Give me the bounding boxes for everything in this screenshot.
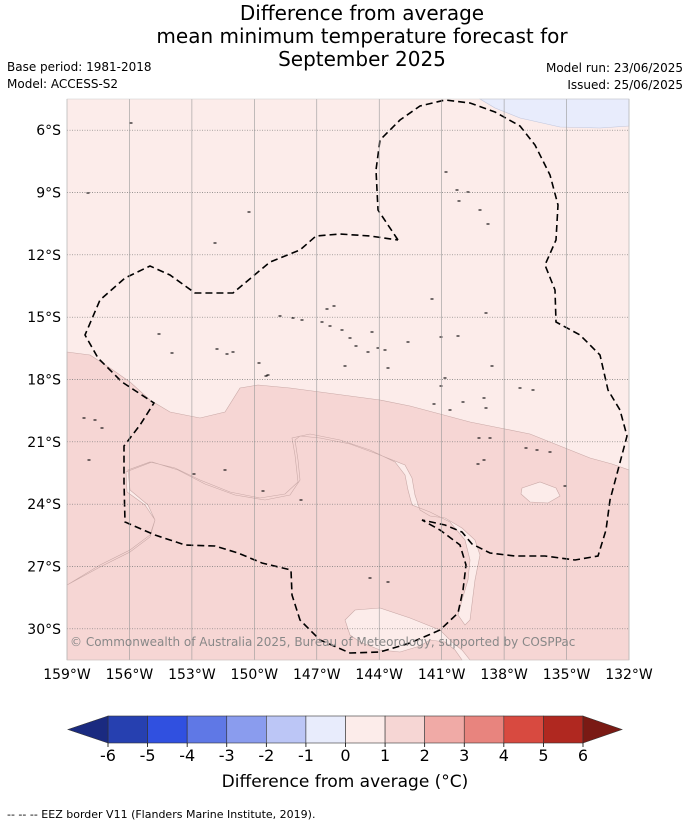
chart-title: Difference from average mean minimum tem… — [0, 2, 690, 71]
lon-tick-label: 147°W — [293, 667, 341, 683]
map-frame — [66, 98, 630, 661]
colorbar-bin — [384, 715, 425, 744]
title-line-3: September 2025 — [278, 47, 446, 71]
colorbar-bin — [147, 715, 188, 744]
colorbar-tick-label: -4 — [179, 746, 195, 765]
warm-anomaly-region — [66, 351, 630, 661]
colorbar-bin — [503, 715, 544, 744]
lon-tick-label: 144°W — [355, 667, 403, 683]
colorbar-tick-labels: -6 -5 -4 -3 -2 -1 0 1 2 3 4 5 6 — [100, 743, 588, 765]
colorbar-tick-label: 4 — [499, 746, 509, 765]
lat-tick-label: 24°S — [27, 497, 61, 513]
graticule — [66, 99, 630, 660]
colorbar-title: Difference from average (°C) — [221, 772, 469, 792]
colorbar-tick-label: -6 — [100, 746, 116, 765]
title-line-2: mean minimum temperature forecast for — [156, 24, 568, 48]
lon-tick-label: 159°W — [43, 667, 91, 683]
map-panel: 6°S 9°S 12°S 15°S 18°S 21°S 24°S 27°S 30°S 159°W… — [27, 98, 653, 683]
colorbar-tick-label: 6 — [578, 746, 588, 765]
lat-tick-label: 30°S — [27, 622, 61, 638]
colorbar-tick-label: -5 — [140, 746, 156, 765]
eez-border — [84, 99, 628, 654]
lon-tick-label: 153°W — [168, 667, 216, 683]
lon-tick-label: 132°W — [605, 667, 653, 683]
colorbar-bin — [186, 715, 228, 744]
colorbar-tick-label: -3 — [219, 746, 235, 765]
colorbar-bin — [463, 715, 505, 744]
lon-tick-label: 141°W — [418, 667, 466, 683]
eez-legend-note: -- -- -- EEZ border V11 (Flanders Marine… — [7, 808, 316, 821]
longitude-labels: 159°W 156°W 153°W 150°W 147°W 144°W 141°W 138°W… — [43, 667, 653, 683]
title-line-1: Difference from average — [239, 1, 485, 25]
lat-tick-label: 18°S — [27, 373, 61, 389]
colorbar-bin — [305, 715, 346, 744]
colorbar-bin — [226, 715, 267, 744]
colorbar-bin — [266, 715, 307, 744]
base-period: Base period: 1981-2018 — [7, 60, 152, 74]
cooler-patch — [520, 481, 561, 504]
lon-tick-label: 156°W — [106, 667, 154, 683]
lat-tick-label: 9°S — [36, 186, 61, 202]
colorbar-tick-label: 3 — [459, 746, 469, 765]
colorbar-tick-label: 2 — [420, 746, 430, 765]
lat-tick-label: 12°S — [27, 248, 61, 264]
lat-tick-label: 6°S — [36, 123, 61, 139]
colorbar-tick-label: 5 — [538, 746, 548, 765]
lat-tick-label: 15°S — [27, 310, 61, 326]
colorbar-tick-label: 1 — [380, 746, 390, 765]
colorbar-tick-label: -1 — [298, 746, 314, 765]
colorbar-tick-label: -2 — [258, 746, 274, 765]
issued-date: Issued: 25/06/2025 — [567, 78, 683, 92]
lat-tick-label: 27°S — [27, 560, 61, 576]
lon-tick-label: 135°W — [543, 667, 591, 683]
colorbar — [67, 715, 623, 744]
copyright-notice: © Commonwealth of Australia 2025, Bureau… — [70, 635, 575, 649]
model-run-date: Model run: 23/06/2025 — [545, 61, 683, 75]
colorbar-high-extension — [582, 715, 623, 744]
meta-right: Model run: 23/06/2025 Issued: 25/06/2025 — [546, 60, 683, 94]
model-name: Model: ACCESS-S2 — [7, 77, 119, 91]
colorbar-tick-label: 0 — [340, 746, 350, 765]
lon-tick-label: 138°W — [480, 667, 528, 683]
colorbar-bin — [107, 715, 148, 744]
colorbar-bin — [543, 715, 584, 744]
lon-tick-label: 150°W — [231, 667, 279, 683]
island-outlines — [82, 122, 567, 583]
colorbar-bin — [424, 715, 465, 744]
latitude-labels: 6°S 9°S 12°S 15°S 18°S 21°S 24°S 27°S 30°S — [27, 123, 61, 638]
meta-left: Base period: 1981-2018 Model: ACCESS-S2 — [7, 59, 152, 93]
colorbar-low-extension — [67, 715, 109, 744]
colorbar-bin — [345, 715, 386, 744]
lat-tick-label: 21°S — [27, 435, 61, 451]
